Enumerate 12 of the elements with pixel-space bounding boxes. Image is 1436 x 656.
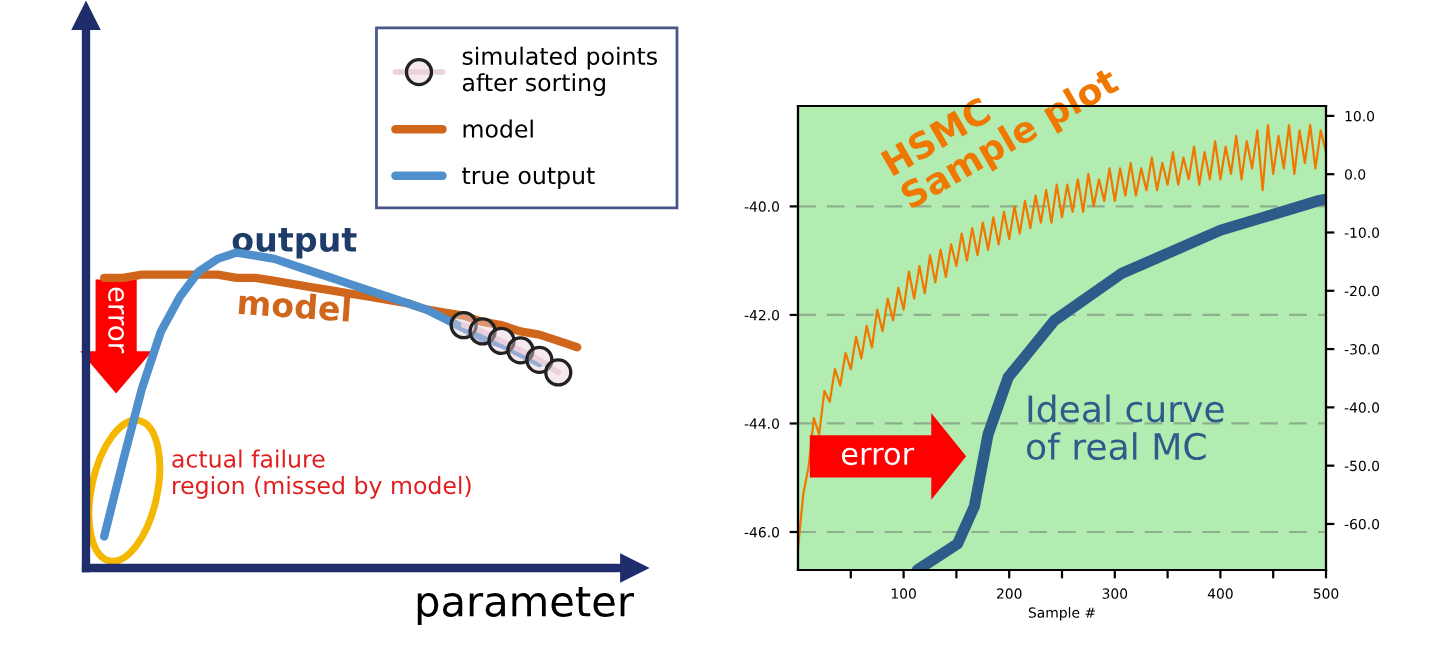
legend-label: model (463, 119, 533, 138)
legend-label: simulated points after sorting (462, 46, 657, 96)
legend-label: true output (462, 167, 595, 189)
point (544, 358, 573, 387)
annotation: error (841, 447, 915, 466)
point (525, 345, 554, 374)
annotation: model (238, 288, 351, 323)
annotation: error (108, 287, 125, 354)
series-label: Ideal curve of real MC (1027, 394, 1224, 461)
annotation: output (232, 228, 357, 259)
x-axis-title: parameter (417, 587, 634, 625)
annotation: actual failure region (missed by model) (172, 449, 471, 499)
